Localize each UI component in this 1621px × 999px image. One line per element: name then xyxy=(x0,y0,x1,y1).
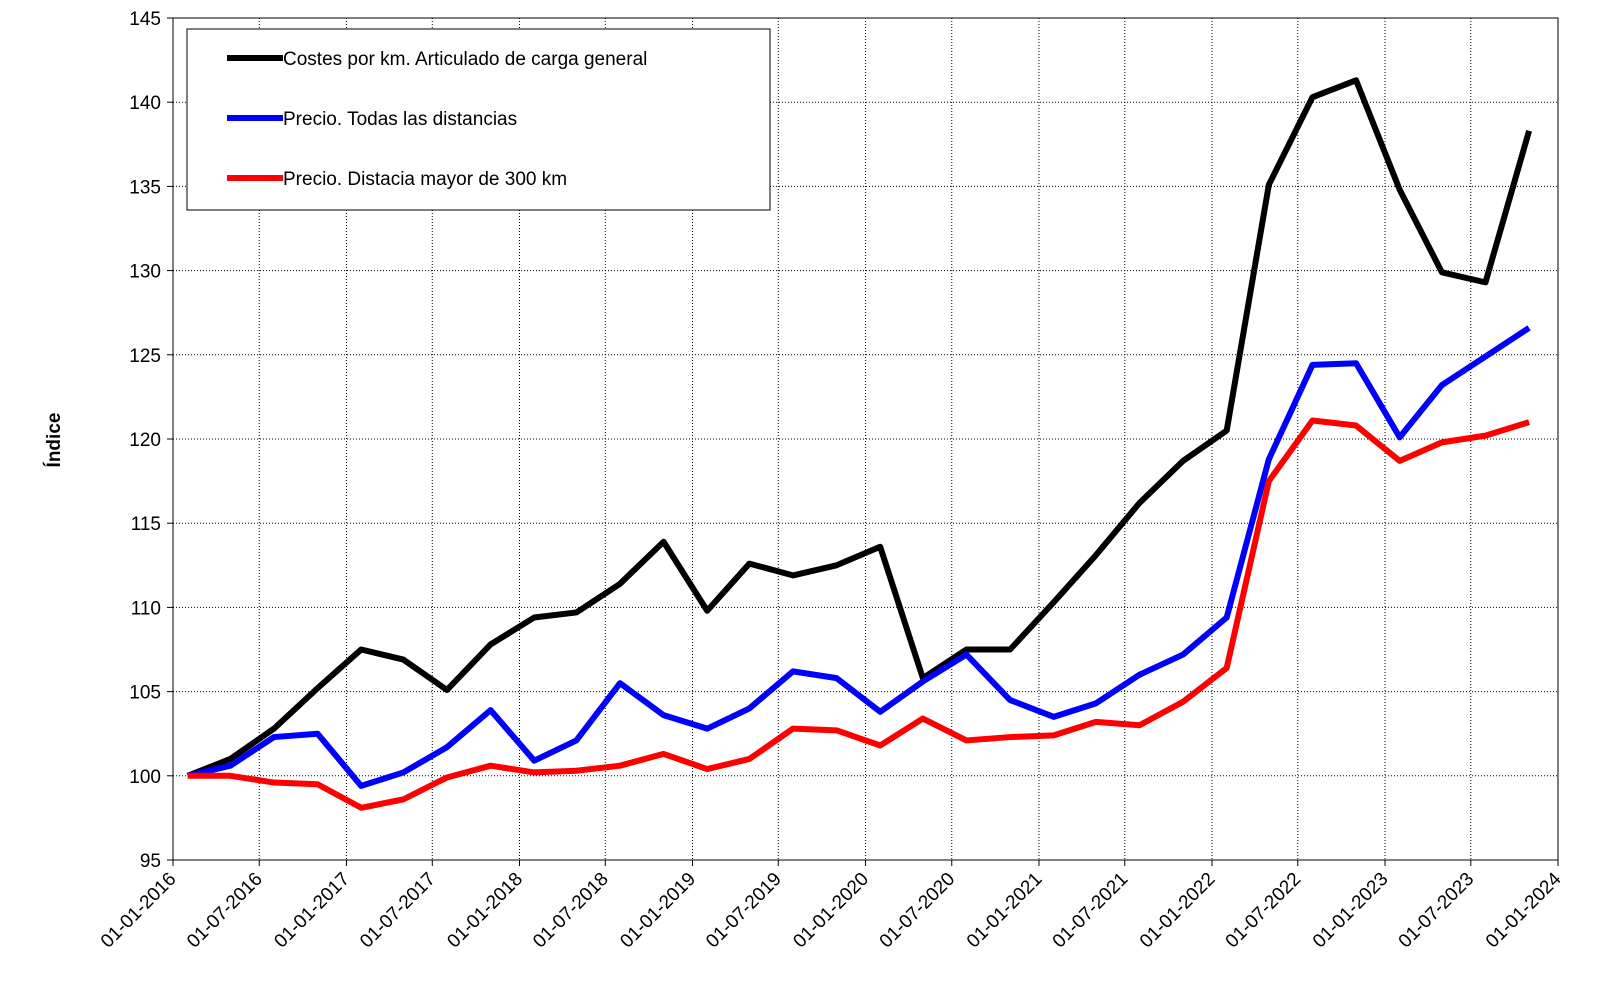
legend-label: Costes por km. Articulado de carga gener… xyxy=(283,49,647,70)
x-tick-label: 01-07-2017 xyxy=(356,869,440,953)
y-tick-label: 145 xyxy=(129,9,161,30)
x-tick-label: 01-07-2019 xyxy=(702,869,786,953)
x-tick-label: 01-01-2016 xyxy=(97,869,181,953)
series-line xyxy=(187,325,1531,789)
y-tick-label: 135 xyxy=(129,177,161,198)
x-tick-label: 01-07-2021 xyxy=(1049,869,1133,953)
x-tick-label: 01-01-2020 xyxy=(789,869,873,953)
x-tick-label: 01-01-2019 xyxy=(616,869,700,953)
legend-box xyxy=(186,28,771,211)
x-tick-label: 01-07-2018 xyxy=(529,869,613,953)
x-tick-label: 01-07-2020 xyxy=(876,869,960,953)
x-tick-label: 01-01-2021 xyxy=(963,869,1047,953)
plot-frame xyxy=(172,17,1559,861)
series-line xyxy=(187,417,1530,811)
y-axis-label: Índice xyxy=(43,413,65,468)
x-tick-label: 01-07-2023 xyxy=(1395,869,1479,953)
y-tick-label: 115 xyxy=(131,514,161,535)
x-tick-label: 01-01-2017 xyxy=(270,869,354,953)
x-tick-label: 01-01-2023 xyxy=(1309,869,1393,953)
x-tick-label: 01-01-2018 xyxy=(443,869,527,953)
y-tick-label: 125 xyxy=(129,346,161,367)
y-tick-label: 140 xyxy=(129,93,161,114)
series-line xyxy=(186,77,1532,779)
legend-label: Precio. Todas las distancias xyxy=(283,109,517,130)
y-tick-label: 130 xyxy=(129,262,161,283)
x-tick-label: 01-01-2024 xyxy=(1482,868,1566,952)
y-tick-label: 95 xyxy=(140,851,161,872)
y-tick-label: 120 xyxy=(129,430,161,451)
y-tick-label: 100 xyxy=(129,767,161,788)
x-tick-label: 01-01-2022 xyxy=(1136,869,1220,953)
y-tick-label: 110 xyxy=(131,598,161,619)
x-tick-label: 01-07-2016 xyxy=(183,869,267,953)
x-tick-label: 01-07-2022 xyxy=(1222,869,1306,953)
y-tick-label: 105 xyxy=(129,683,161,704)
legend-label: Precio. Distacia mayor de 300 km xyxy=(283,169,567,190)
